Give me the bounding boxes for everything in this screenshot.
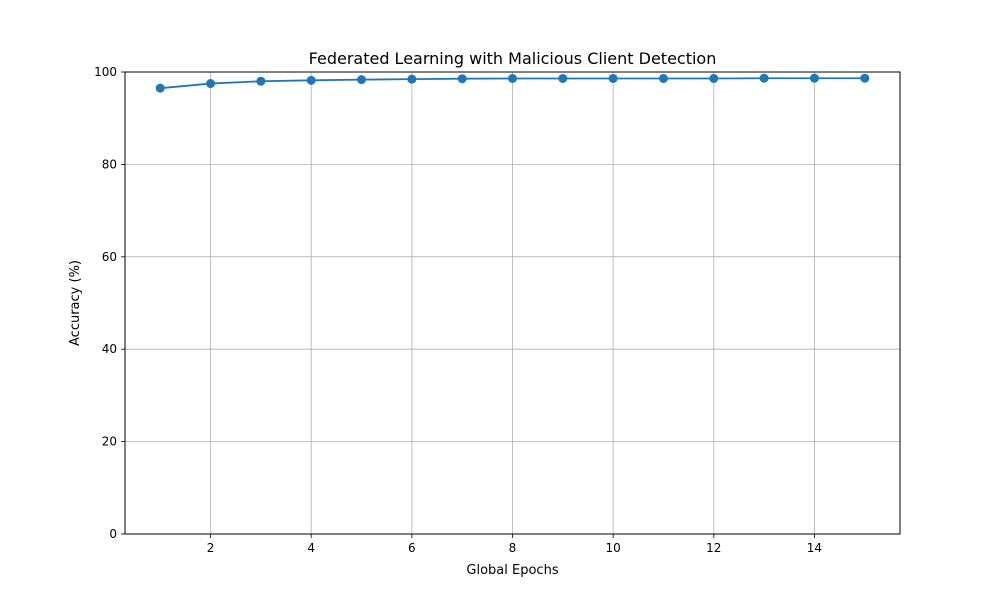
- chart-title: Federated Learning with Malicious Client…: [309, 49, 717, 68]
- data-point: [709, 73, 719, 83]
- data-point: [457, 74, 467, 84]
- x-tick-label: 10: [606, 541, 621, 555]
- y-tick-label: 60: [102, 250, 117, 264]
- data-point: [357, 75, 367, 85]
- x-axis-ticks: 2 4 6 8 10 12 14: [207, 534, 822, 555]
- data-point: [306, 75, 316, 85]
- x-tick-label: 6: [408, 541, 416, 555]
- y-tick-label: 0: [109, 527, 117, 541]
- x-tick-label: 8: [509, 541, 517, 555]
- x-tick-label: 14: [807, 541, 822, 555]
- y-tick-label: 80: [102, 157, 117, 171]
- y-tick-label: 100: [94, 65, 117, 79]
- data-point: [407, 74, 417, 84]
- data-point: [809, 73, 819, 83]
- x-tick-label: 2: [207, 541, 215, 555]
- x-axis-label: Global Epochs: [466, 563, 558, 578]
- data-point: [206, 79, 216, 89]
- data-point: [256, 76, 266, 86]
- x-tick-label: 12: [706, 541, 721, 555]
- grid: [125, 71, 900, 535]
- data-point: [155, 83, 165, 93]
- data-point: [759, 73, 769, 83]
- data-point: [608, 73, 618, 83]
- y-tick-label: 20: [102, 435, 117, 449]
- y-axis-ticks: 0 20 40 60 80 100: [94, 65, 125, 541]
- data-point: [508, 73, 517, 83]
- x-tick-label: 4: [307, 541, 315, 555]
- data-point: [860, 73, 870, 83]
- series-layer: [155, 73, 870, 93]
- y-axis-label: Accuracy (%): [68, 260, 83, 346]
- y-tick-label: 40: [102, 342, 117, 356]
- data-point: [658, 73, 668, 83]
- data-point: [558, 73, 568, 83]
